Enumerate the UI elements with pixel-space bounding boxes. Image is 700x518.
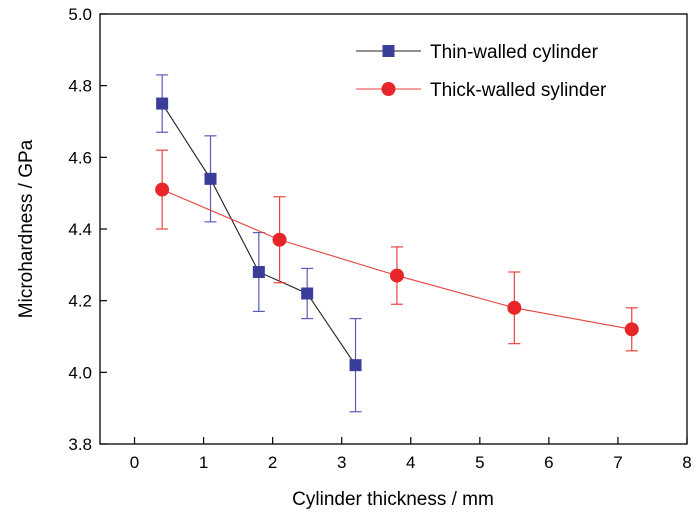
- square-marker: [382, 45, 395, 57]
- series-thin-walled: [156, 74, 362, 413]
- legend-label: Thin-walled cylinder: [430, 42, 599, 63]
- series-layer: [155, 74, 639, 413]
- plot-frame: [99, 13, 688, 445]
- legend-item: Thin-walled cylinder: [356, 42, 599, 63]
- x-tick-label: 8: [682, 453, 691, 472]
- y-tick-label: 4.6: [68, 148, 92, 167]
- axis-ticks: 0 1 2 3 4 5 6 7 8 3.8 4.0 4.2 4.4 4.6 4.8 5.0: [68, 5, 691, 472]
- x-tick-label: 4: [406, 453, 415, 472]
- circle-marker: [389, 268, 404, 283]
- circle-marker: [155, 182, 170, 197]
- series-thick-walled: [155, 149, 639, 352]
- x-tick-label: 6: [544, 453, 553, 472]
- square-marker: [156, 97, 169, 110]
- x-tick-label: 7: [613, 453, 622, 472]
- circle-marker: [381, 82, 396, 96]
- legend: Thin-walled cylinder Thick-walled sylinde…: [356, 42, 607, 101]
- y-tick-label: 3.8: [68, 435, 92, 454]
- circle-marker: [507, 300, 522, 315]
- circle-marker: [624, 322, 639, 337]
- square-marker: [301, 287, 314, 300]
- square-marker: [349, 359, 362, 372]
- x-tick-label: 3: [337, 453, 346, 472]
- y-tick-label: 4.8: [68, 77, 92, 96]
- y-tick-label: 4.0: [68, 363, 92, 382]
- x-tick-label: 0: [130, 453, 139, 472]
- legend-item: Thick-walled sylinder: [356, 80, 607, 101]
- y-tick-label: 4.4: [68, 220, 92, 239]
- x-axis-title: Cylinder thickness / mm: [292, 489, 494, 510]
- legend-label: Thick-walled sylinder: [430, 80, 607, 101]
- square-marker: [204, 172, 217, 185]
- x-tick-label: 5: [475, 453, 484, 472]
- x-tick-label: 2: [268, 453, 277, 472]
- square-marker: [252, 266, 265, 278]
- y-tick-label: 5.0: [68, 5, 92, 24]
- circle-marker: [272, 232, 287, 247]
- y-axis-title: Microhardness / GPa: [16, 139, 37, 318]
- x-tick-label: 1: [199, 453, 208, 472]
- y-tick-label: 4.2: [68, 292, 92, 311]
